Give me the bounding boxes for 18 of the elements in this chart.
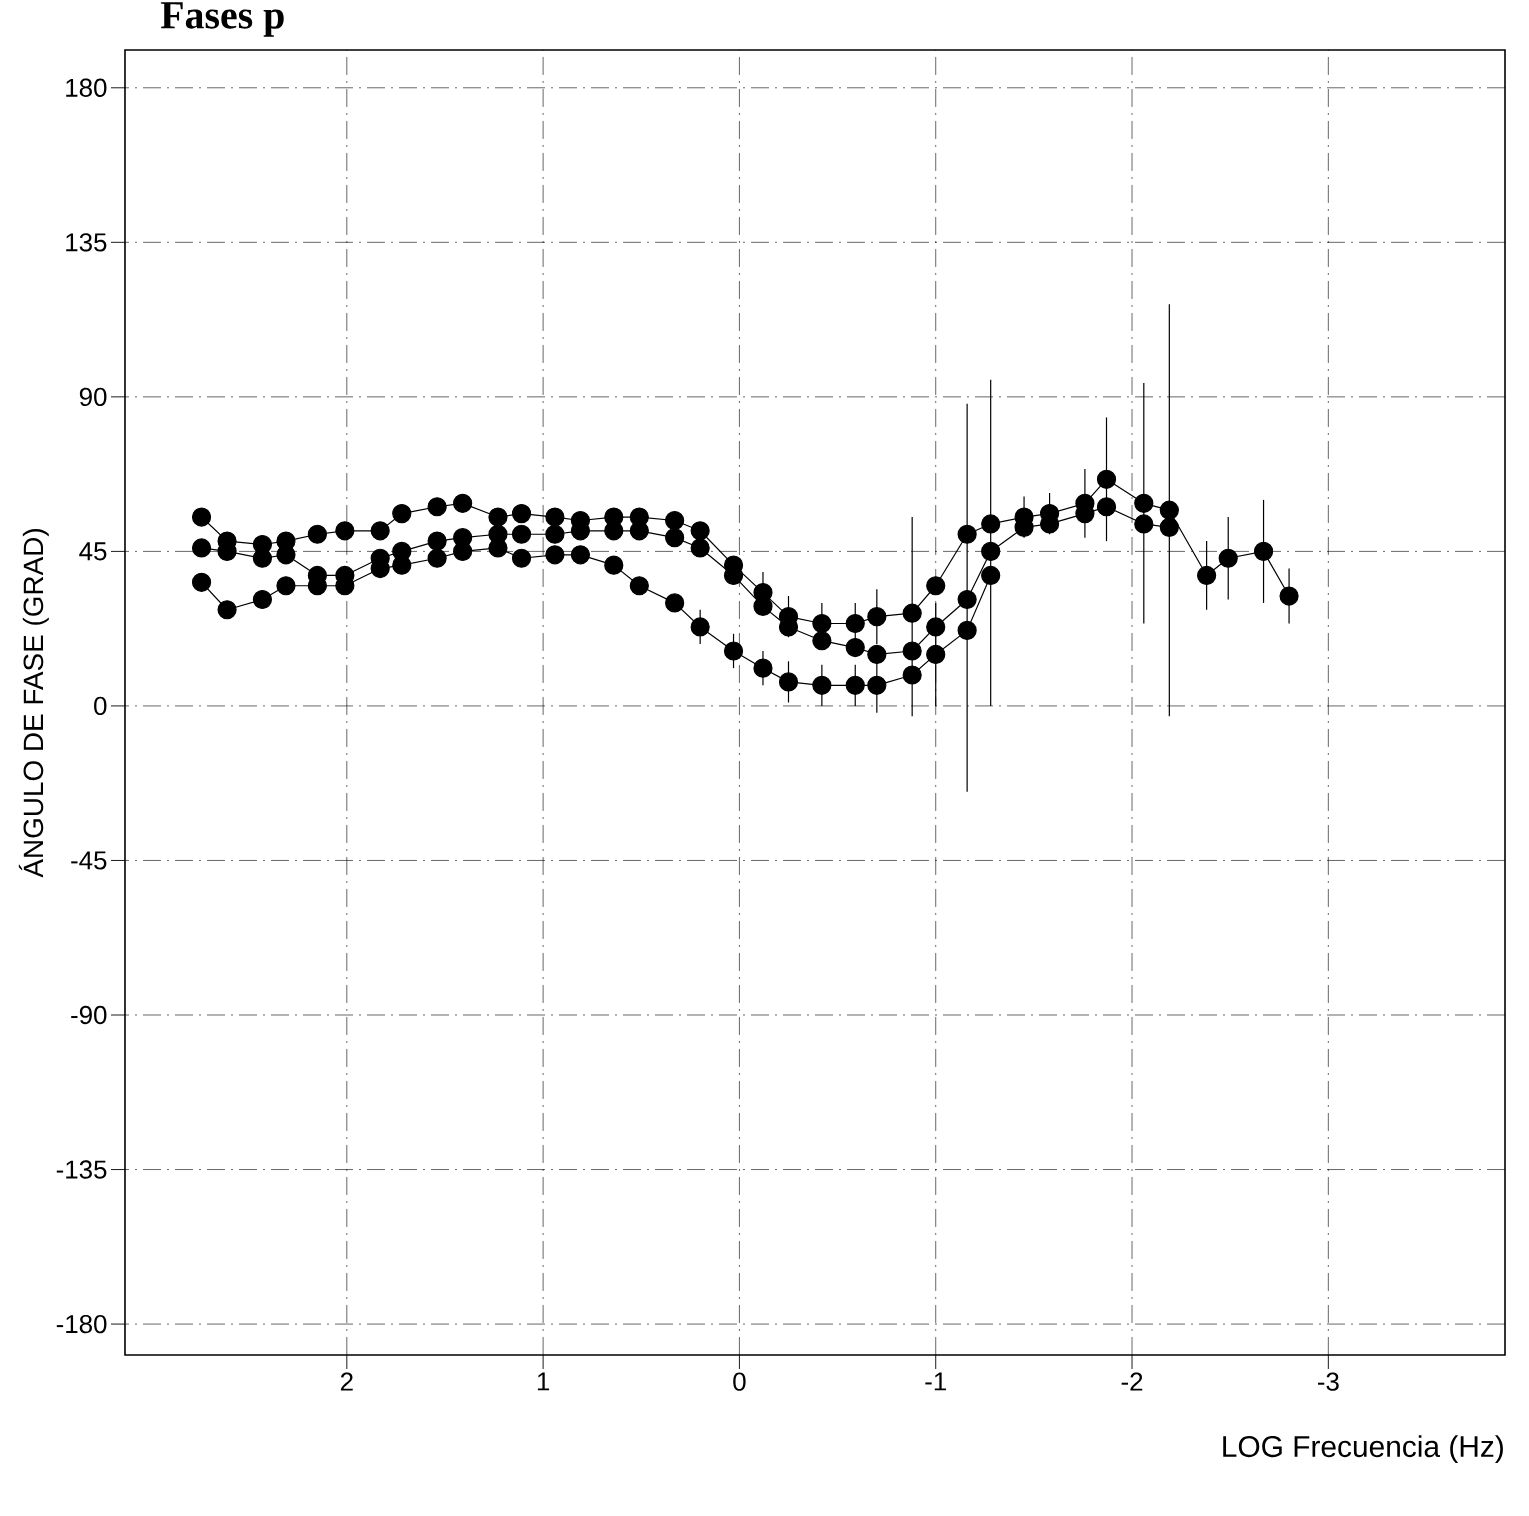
- x-tick-label: -1: [925, 1372, 946, 1391]
- chart-title: Fases p: [160, 2, 284, 37]
- x-tick-label: 0: [733, 1372, 746, 1391]
- y-tick-label: 180: [66, 78, 107, 97]
- x-tick-label: 2: [340, 1372, 353, 1391]
- y-tick-label: -90: [71, 1005, 107, 1025]
- x-tick-label: -3: [1317, 1372, 1339, 1391]
- y-tick-label: -180: [56, 1314, 107, 1334]
- y-tick-label: 90: [79, 387, 107, 407]
- y-tick-label: -45: [71, 851, 107, 870]
- x-tick-label: 1: [537, 1372, 550, 1391]
- y-tick-label: 135: [66, 233, 107, 252]
- y-tick-label: 0: [94, 696, 107, 716]
- y-tick-label: 45: [79, 542, 107, 561]
- x-tick-label: -2: [1121, 1372, 1143, 1391]
- y-axis-title: ÁNGULO DE FASE (GRAD): [18, 529, 49, 878]
- x-axis-title: LOG Frecuencia (Hz): [1223, 1435, 1503, 1464]
- y-tick-label: -135: [56, 1160, 107, 1179]
